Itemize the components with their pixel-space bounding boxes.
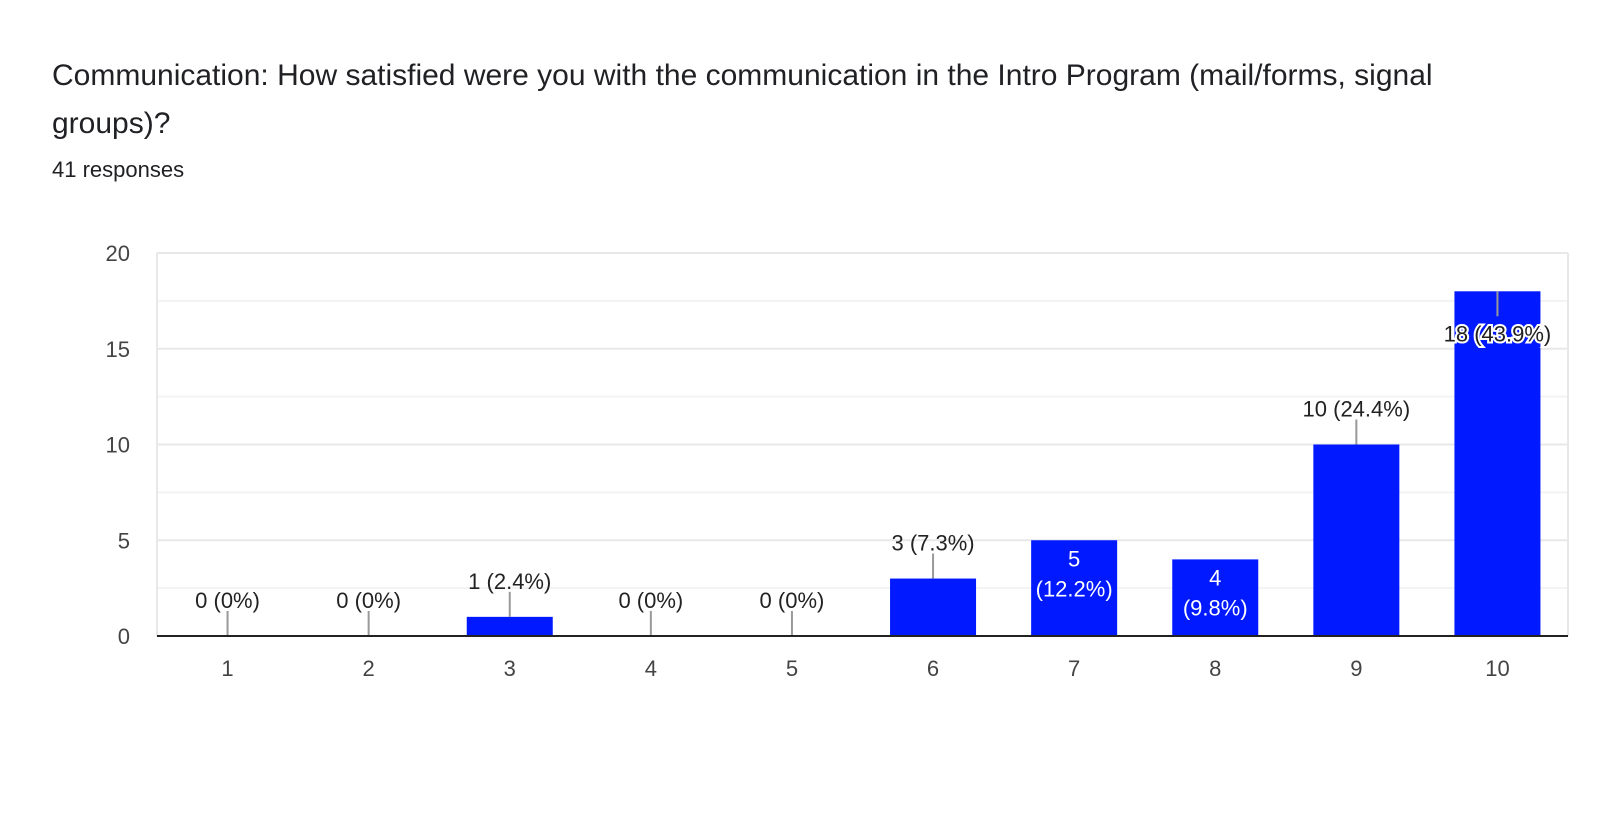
y-tick-label: 0 — [118, 624, 130, 649]
bar — [1031, 540, 1118, 636]
bar — [1172, 559, 1259, 636]
data-label: 0 (0%) — [760, 588, 825, 613]
x-tick-label: 8 — [1209, 656, 1221, 681]
data-label: 0 (0%) — [195, 588, 260, 613]
bar — [1313, 444, 1400, 636]
data-label: 3 (7.3%) — [891, 531, 974, 556]
data-label: 0 (0%) — [618, 588, 683, 613]
question-title: Communication: How satisfied were you wi… — [52, 59, 1433, 140]
data-label: 0 (0%) — [336, 588, 401, 613]
data-label: 1 (2.4%) — [468, 569, 551, 594]
x-tick-label: 5 — [786, 656, 798, 681]
bar — [890, 578, 977, 636]
y-tick-label: 10 — [106, 433, 130, 458]
x-tick-label: 4 — [645, 656, 657, 681]
data-label: 18 (43.9%) — [1444, 321, 1552, 346]
x-tick-label: 9 — [1350, 656, 1362, 681]
y-tick-label: 15 — [106, 337, 130, 362]
y-tick-label: 20 — [106, 241, 130, 266]
x-tick-label: 1 — [221, 656, 233, 681]
data-label: 10 (24.4%) — [1303, 397, 1411, 422]
x-tick-label: 6 — [927, 656, 939, 681]
data-label: 4 (9.8%) — [1183, 565, 1248, 620]
bar — [1454, 291, 1541, 636]
x-tick-label: 10 — [1485, 656, 1509, 681]
x-tick-label: 7 — [1068, 656, 1080, 681]
x-tick-label: 3 — [504, 656, 516, 681]
bar — [466, 616, 553, 636]
response-count: 41 responses — [52, 157, 185, 182]
x-tick-label: 2 — [363, 656, 375, 681]
y-tick-label: 5 — [118, 528, 130, 553]
data-label: 5 (12.2%) — [1036, 546, 1113, 601]
